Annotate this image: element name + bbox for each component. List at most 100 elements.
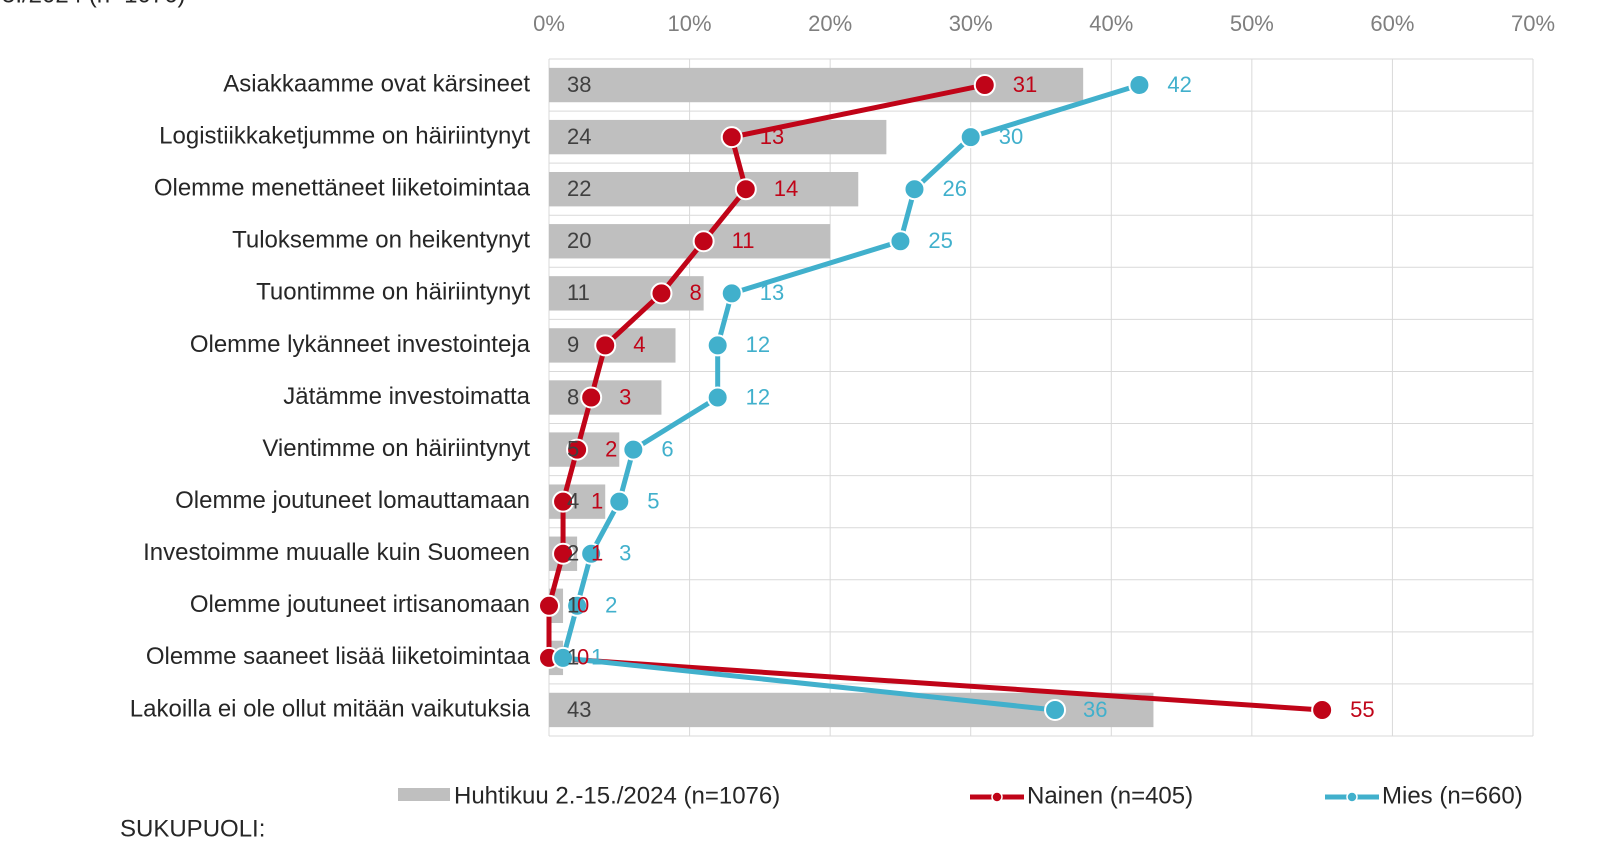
legend-marker bbox=[1346, 791, 1358, 803]
point bbox=[706, 386, 729, 409]
data-label: 2 bbox=[605, 436, 617, 461]
data-label: 2 bbox=[605, 593, 617, 618]
point bbox=[622, 438, 645, 461]
point bbox=[889, 230, 912, 253]
data-label: 31 bbox=[1013, 72, 1037, 97]
point bbox=[552, 646, 575, 669]
data-label: 43 bbox=[567, 697, 591, 722]
x-tick-label: 10% bbox=[668, 11, 712, 36]
data-label: 2 bbox=[567, 541, 579, 566]
data-label: 20 bbox=[567, 228, 591, 253]
bar bbox=[549, 172, 859, 207]
category-label: Tuontimme on häiriintynyt bbox=[256, 279, 530, 306]
data-label: 14 bbox=[774, 176, 798, 201]
point bbox=[959, 126, 982, 149]
bar bbox=[549, 119, 887, 155]
point bbox=[580, 386, 603, 409]
x-tick-label: 40% bbox=[1089, 11, 1133, 36]
data-label: 42 bbox=[1167, 72, 1191, 97]
data-label: 1 bbox=[591, 541, 603, 566]
x-tick-label: 20% bbox=[808, 11, 852, 36]
bar bbox=[549, 380, 662, 415]
data-label: 22 bbox=[567, 176, 591, 201]
data-label: 11 bbox=[567, 280, 590, 305]
data-label: 1 bbox=[591, 488, 603, 513]
data-label: 6 bbox=[661, 436, 673, 461]
data-label: 13 bbox=[760, 280, 784, 305]
data-label: 1 bbox=[591, 645, 603, 670]
point bbox=[903, 178, 926, 201]
category-label: Olemme joutuneet lomauttamaan bbox=[175, 487, 530, 514]
x-tick-label: 50% bbox=[1230, 11, 1274, 36]
x-tick-label: 30% bbox=[949, 11, 993, 36]
data-label: 30 bbox=[999, 124, 1023, 149]
legend-label: Mies (n=660) bbox=[1382, 782, 1523, 809]
data-label: 12 bbox=[746, 384, 770, 409]
legend-swatch bbox=[398, 788, 450, 801]
legend-title: SUKUPUOLI: bbox=[120, 815, 265, 842]
category-label: Olemme saaneet lisää liiketoimintaa bbox=[146, 643, 531, 670]
point bbox=[1311, 698, 1334, 721]
data-label: 0 bbox=[577, 645, 589, 670]
data-label: 5 bbox=[647, 488, 659, 513]
point bbox=[552, 490, 575, 513]
point bbox=[594, 334, 617, 357]
category-label: Olemme lykänneet investointeja bbox=[190, 331, 531, 358]
point bbox=[706, 334, 729, 357]
data-label: 3 bbox=[619, 384, 631, 409]
point bbox=[973, 74, 996, 97]
data-label: 38 bbox=[567, 72, 591, 97]
bar bbox=[549, 67, 1084, 103]
point bbox=[720, 282, 743, 305]
point bbox=[650, 282, 673, 305]
legend-marker bbox=[991, 791, 1003, 803]
category-label: Logistiikkaketjumme on häiriintynyt bbox=[159, 122, 530, 149]
data-label: 5 bbox=[567, 436, 579, 461]
category-label: Lakoilla ei ole ollut mitään vaikutuksia bbox=[130, 695, 531, 722]
data-label: 1 bbox=[567, 645, 579, 670]
point bbox=[566, 594, 589, 617]
bar bbox=[549, 276, 704, 311]
legend-label: Huhtikuu 2.-15./2024 (n=1076) bbox=[454, 782, 780, 809]
legend-label: Nainen (n=405) bbox=[1027, 782, 1193, 809]
data-label: 1 bbox=[567, 593, 579, 618]
point bbox=[1128, 74, 1151, 97]
x-tick-label: 60% bbox=[1370, 11, 1414, 36]
category-label: Tuloksemme on heikentynyt bbox=[232, 227, 530, 254]
category-label: Olemme joutuneet irtisanomaan bbox=[190, 591, 530, 618]
category-label: Asiakkaamme ovat kärsineet bbox=[223, 70, 530, 97]
category-label: Investoimme muualle kuin Suomeen bbox=[143, 539, 530, 566]
data-label: 11 bbox=[732, 228, 755, 253]
data-label: 8 bbox=[567, 384, 579, 409]
point bbox=[720, 126, 743, 149]
point bbox=[734, 178, 757, 201]
data-label: 0 bbox=[577, 593, 589, 618]
data-label: 3 bbox=[619, 541, 631, 566]
data-label: 8 bbox=[689, 280, 701, 305]
point bbox=[608, 490, 631, 513]
x-tick-label: 70% bbox=[1511, 11, 1555, 36]
data-label: 24 bbox=[567, 124, 591, 149]
data-label: 36 bbox=[1083, 697, 1107, 722]
category-label: Vientimme on häiriintynyt bbox=[262, 435, 530, 462]
point bbox=[692, 230, 715, 253]
data-label: 25 bbox=[928, 228, 952, 253]
data-label: 26 bbox=[942, 176, 966, 201]
point bbox=[1044, 698, 1067, 721]
subtitle: 5./2024 (n=1076) bbox=[2, 0, 185, 8]
data-label: 55 bbox=[1350, 697, 1374, 722]
x-tick-label: 0% bbox=[533, 11, 565, 36]
point bbox=[552, 542, 575, 565]
data-label: 13 bbox=[760, 124, 784, 149]
data-label: 9 bbox=[567, 332, 579, 357]
data-label: 4 bbox=[567, 488, 579, 513]
data-label: 4 bbox=[633, 332, 645, 357]
data-label: 12 bbox=[746, 332, 770, 357]
bar bbox=[549, 224, 831, 259]
category-label: Olemme menettäneet liiketoimintaa bbox=[154, 175, 531, 202]
point bbox=[580, 542, 603, 565]
point bbox=[538, 594, 560, 617]
category-label: Jätämme investoimatta bbox=[283, 383, 530, 410]
point bbox=[566, 438, 589, 461]
